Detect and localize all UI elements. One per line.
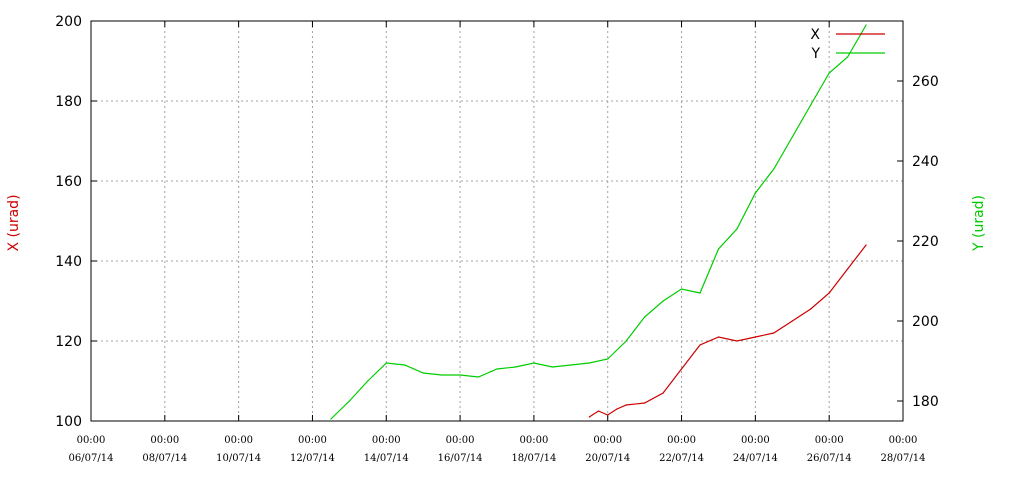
data-point-y: [736, 228, 738, 230]
data-point-y: [570, 364, 572, 366]
data-point-y: [625, 340, 627, 342]
data-point-y: [385, 362, 387, 364]
x-tick-label-date: 08/07/14: [142, 453, 187, 464]
data-point-x: [680, 368, 683, 370]
y2-tick-label: 220: [912, 234, 939, 250]
x-tick-label-date: 28/07/14: [881, 453, 926, 464]
y-tick-label: 140: [55, 254, 82, 270]
data-point-y: [588, 362, 590, 364]
data-point-y: [810, 104, 812, 106]
y2-tick-label: 240: [912, 154, 939, 170]
data-point-x: [597, 410, 600, 412]
x-tick-label-time: 00:00: [889, 435, 918, 446]
tick-labels: 00:00 06/07/14 00:00 08/07/14 00:00 10/07/14 0…: [55, 14, 938, 464]
y-tick-label: 100: [55, 414, 82, 430]
gridlines: [91, 21, 903, 421]
data-point-y: [551, 366, 553, 368]
data-point-y: [367, 380, 369, 382]
data-point-y: [847, 56, 849, 58]
axis-ticks: [90, 20, 904, 422]
data-point-y: [791, 136, 793, 138]
data-point-y: [680, 288, 683, 290]
x-tick-label-time: 00:00: [372, 435, 401, 446]
x-tick-label-date: 26/07/14: [807, 453, 852, 464]
y-tick-label: 180: [55, 94, 82, 110]
data-point-y: [717, 248, 720, 250]
x-tick-label-date: 06/07/14: [69, 453, 114, 464]
data-point-y: [773, 168, 775, 170]
y2-tick-label: 260: [912, 74, 939, 90]
x-tick-label-time: 00:00: [298, 435, 327, 446]
data-point-y: [496, 368, 498, 370]
data-point-y: [607, 358, 609, 360]
data-point-y: [422, 372, 424, 374]
series-line-x: [588, 244, 867, 418]
series-line-y: [330, 24, 867, 420]
legend-label: Y: [810, 46, 820, 62]
data-point-x: [791, 320, 793, 322]
data-point-x: [699, 344, 701, 346]
data-point-y: [459, 374, 461, 376]
data-point-y: [828, 72, 830, 74]
x-tick-label-date: 12/07/14: [290, 453, 335, 464]
x-tick-label-time: 00:00: [446, 435, 475, 446]
data-point-y: [330, 418, 332, 420]
x-tick-label-time: 00:00: [667, 435, 696, 446]
data-point-y: [404, 364, 406, 366]
data-point-x: [588, 416, 590, 418]
data-point-x: [616, 408, 618, 410]
x-tick-label-date: 16/07/14: [438, 453, 483, 464]
y2-tick-label: 200: [912, 314, 939, 330]
data-point-x: [810, 308, 812, 310]
data-point-y: [533, 362, 535, 364]
y-tick-label: 120: [55, 334, 82, 350]
x-tick-label-time: 00:00: [77, 435, 106, 446]
y-tick-label: 160: [55, 174, 82, 190]
data-point-y: [865, 24, 867, 26]
legend: XY: [810, 27, 885, 62]
plot-area: [90, 20, 904, 422]
x-tick-label-time: 00:00: [150, 435, 179, 446]
y2-axis-label: Y (urad): [971, 195, 987, 252]
x-tick-label-time: 00:00: [224, 435, 253, 446]
x-tick-label-time: 00:00: [519, 435, 548, 446]
series-lines: [330, 24, 867, 420]
y-axis-label: X (urad): [6, 194, 22, 251]
data-point-y: [441, 374, 443, 376]
data-point-y: [662, 300, 664, 302]
data-point-x: [662, 392, 664, 394]
data-point-x: [736, 340, 738, 342]
x-tick-label-date: 10/07/14: [216, 453, 261, 464]
data-point-x: [865, 244, 867, 246]
data-point-x: [644, 402, 646, 404]
data-point-x: [717, 336, 720, 338]
data-point-x: [607, 414, 609, 416]
x-tick-label-date: 18/07/14: [511, 453, 556, 464]
data-point-y: [514, 366, 517, 368]
x-tick-label-date: 24/07/14: [733, 453, 778, 464]
data-point-y: [348, 400, 350, 402]
x-tick-label-time: 00:00: [741, 435, 770, 446]
y-tick-label: 200: [55, 14, 82, 30]
data-point-x: [754, 336, 756, 338]
legend-label: X: [810, 27, 820, 43]
x-tick-label-date: 22/07/14: [659, 453, 704, 464]
x-tick-label-time: 00:00: [593, 435, 622, 446]
data-point-x: [847, 268, 849, 270]
data-point-y: [644, 316, 646, 318]
x-tick-label-date: 20/07/14: [585, 453, 630, 464]
data-point-x: [828, 292, 830, 294]
y2-tick-label: 180: [912, 394, 939, 410]
data-point-y: [699, 292, 701, 294]
data-point-x: [773, 332, 775, 334]
data-point-x: [625, 404, 627, 406]
data-point-y: [477, 376, 480, 378]
data-point-y: [754, 192, 756, 194]
x-tick-label-date: 14/07/14: [364, 453, 409, 464]
x-tick-label-time: 00:00: [815, 435, 844, 446]
